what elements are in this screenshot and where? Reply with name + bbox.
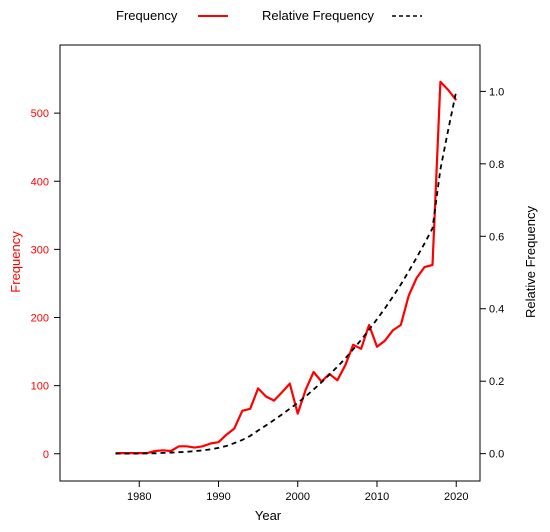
legend: Frequency Relative Frequency: [116, 8, 422, 23]
y-left-tick-label: 0: [43, 449, 49, 461]
y-left-tick-label: 300: [31, 244, 49, 256]
relative-frequency-line: [115, 91, 458, 455]
x-tick-label: 1990: [206, 491, 230, 503]
y-axis-right: 0.0 0.2 0.4 0.6 0.8 1.0: [480, 86, 504, 461]
y-left-tick-label: 500: [31, 108, 49, 120]
y-left-tick-label: 400: [31, 176, 49, 188]
legend-label-relative-frequency: Relative Frequency: [262, 8, 374, 23]
x-axis: 1980 1990 2000 2010 2020: [127, 481, 468, 503]
y-axis-left-title: Frequency: [8, 231, 23, 293]
x-tick-label: 1980: [127, 491, 151, 503]
y-right-tick-label: 0.6: [489, 231, 504, 243]
y-right-tick-label: 0.8: [489, 159, 504, 171]
plot-frame: [59, 44, 481, 482]
legend-label-frequency: Frequency: [116, 8, 178, 23]
x-axis-title: Year: [255, 508, 282, 523]
x-tick-label: 2000: [285, 491, 309, 503]
y-right-tick-label: 0.0: [489, 449, 504, 461]
frequency-line: [115, 80, 458, 455]
y-right-tick-label: 0.4: [489, 304, 504, 316]
y-left-tick-label: 100: [31, 381, 49, 393]
series-layer: [115, 80, 458, 455]
x-tick-label: 2010: [365, 491, 389, 503]
y-axis-right-title: Relative Frequency: [523, 206, 538, 318]
x-tick-label: 2020: [444, 491, 468, 503]
y-right-tick-label: 0.2: [489, 376, 504, 388]
y-axis-left: 0 100 200 300 400 500: [31, 108, 60, 461]
y-left-tick-label: 200: [31, 313, 49, 325]
y-right-tick-label: 1.0: [489, 86, 504, 98]
